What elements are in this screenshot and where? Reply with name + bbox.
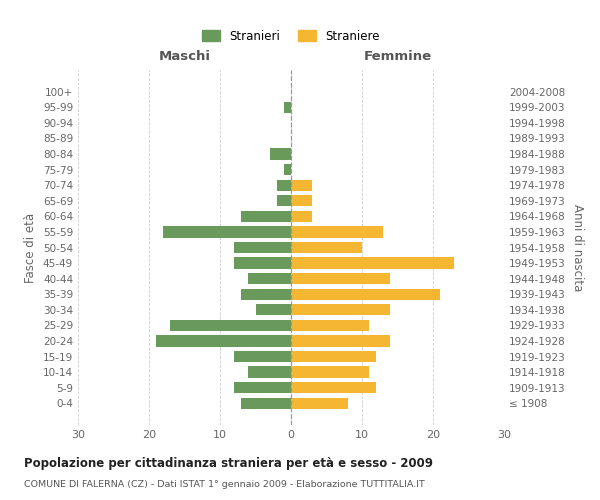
Bar [291,366,369,378]
Bar [277,180,291,191]
Bar [234,382,291,394]
Bar [291,210,313,222]
Bar [256,304,291,316]
Bar [156,336,291,346]
Bar [291,195,313,206]
Bar [291,242,362,253]
Bar [241,210,291,222]
Text: COMUNE DI FALERNA (CZ) - Dati ISTAT 1° gennaio 2009 - Elaborazione TUTTITALIA.IT: COMUNE DI FALERNA (CZ) - Dati ISTAT 1° g… [24,480,425,489]
Bar [248,273,291,284]
Y-axis label: Fasce di età: Fasce di età [25,212,37,282]
Bar [234,351,291,362]
Bar [291,226,383,237]
Bar [284,102,291,113]
Bar [291,304,391,316]
Bar [277,195,291,206]
Bar [291,398,348,409]
Bar [291,336,391,346]
Text: Femmine: Femmine [364,50,431,63]
Bar [241,398,291,409]
Bar [291,351,376,362]
Bar [234,242,291,253]
Bar [291,320,369,331]
Bar [291,180,313,191]
Y-axis label: Anni di nascita: Anni di nascita [571,204,584,291]
Bar [241,288,291,300]
Bar [270,148,291,160]
Text: Maschi: Maschi [158,50,211,63]
Bar [234,258,291,268]
Bar [291,258,454,268]
Text: Popolazione per cittadinanza straniera per età e sesso - 2009: Popolazione per cittadinanza straniera p… [24,458,433,470]
Bar [170,320,291,331]
Bar [248,366,291,378]
Bar [291,273,391,284]
Bar [284,164,291,175]
Bar [291,288,440,300]
Bar [291,382,376,394]
Legend: Stranieri, Straniere: Stranieri, Straniere [202,30,380,43]
Bar [163,226,291,237]
